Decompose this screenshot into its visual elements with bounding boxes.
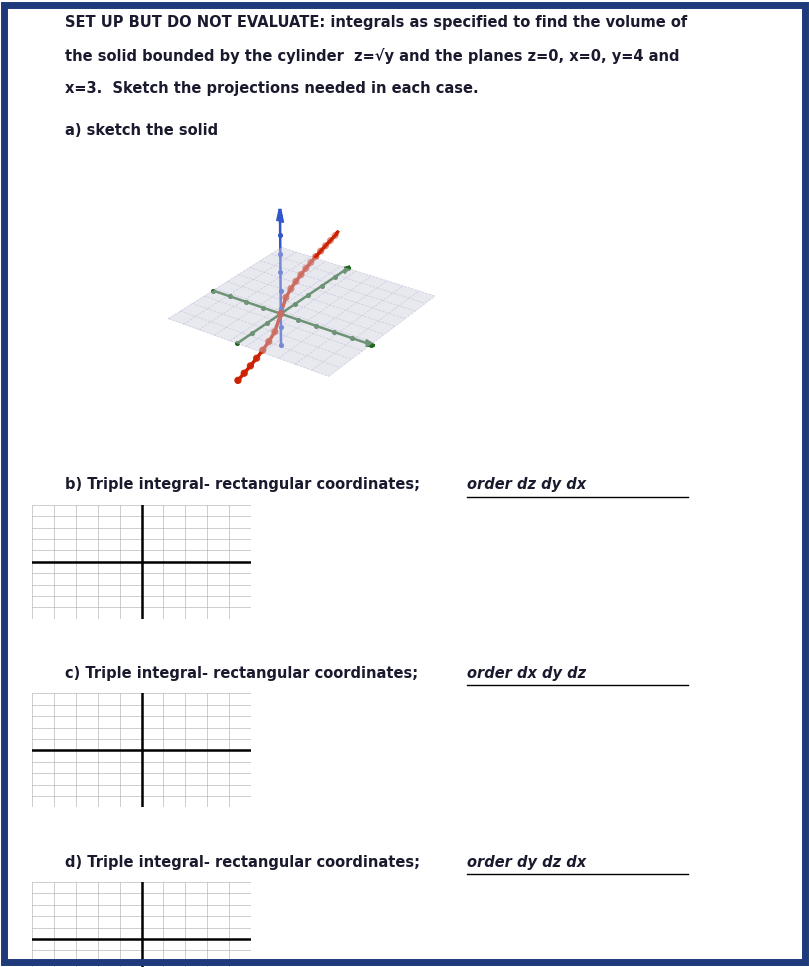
Text: the solid bounded by the cylinder  z=√y and the planes z=0, x=0, y=4 and: the solid bounded by the cylinder z=√y a… xyxy=(65,47,680,64)
Text: d) Triple integral- rectangular coordinates;: d) Triple integral- rectangular coordina… xyxy=(65,855,430,869)
Text: order dx dy dz: order dx dy dz xyxy=(467,666,586,681)
Text: order dy dz dx: order dy dz dx xyxy=(467,855,586,869)
Text: order dz dy dx: order dz dy dx xyxy=(467,478,586,492)
Text: b) Triple integral- rectangular coordinates;: b) Triple integral- rectangular coordina… xyxy=(65,478,430,492)
Text: c) Triple integral- rectangular coordinates;: c) Triple integral- rectangular coordina… xyxy=(65,666,428,681)
Text: SET UP BUT DO NOT EVALUATE: integrals as specified to find the volume of: SET UP BUT DO NOT EVALUATE: integrals as… xyxy=(65,15,687,30)
Text: x=3.  Sketch the projections needed in each case.: x=3. Sketch the projections needed in ea… xyxy=(65,80,478,96)
Text: a) sketch the solid: a) sketch the solid xyxy=(65,123,218,138)
